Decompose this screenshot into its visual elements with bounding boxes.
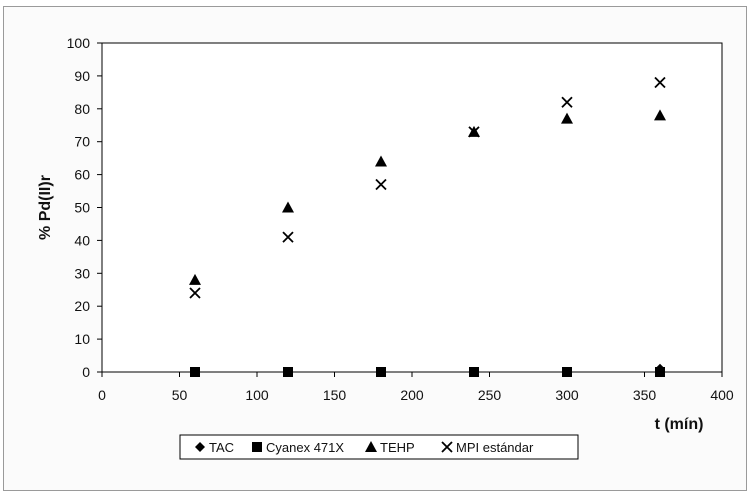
- x-tick-label: 300: [555, 387, 579, 403]
- x-tick-label: 250: [478, 387, 502, 403]
- data-points: [189, 76, 666, 377]
- y-tick-label: 90: [74, 68, 90, 84]
- data-point-triangle: [654, 109, 666, 121]
- x-tick-label: 200: [400, 387, 424, 403]
- data-point-triangle: [561, 112, 573, 124]
- x-tick-label: 400: [710, 387, 734, 403]
- data-point-x: [561, 96, 573, 108]
- legend-label: Cyanex 471X: [266, 440, 344, 455]
- x-axis: 0 50 100 150 200 250 300 350 400: [98, 372, 734, 403]
- data-point-square: [469, 367, 479, 377]
- x-axis-title: t (mín): [655, 416, 704, 433]
- data-point-diamond: [195, 442, 205, 452]
- data-point-square: [252, 442, 262, 452]
- y-tick-label: 100: [67, 35, 91, 51]
- y-tick-label: 50: [74, 200, 90, 216]
- x-tick-label: 350: [633, 387, 657, 403]
- legend-label: TAC: [209, 440, 234, 455]
- x-tick-label: 150: [323, 387, 347, 403]
- data-point-x: [441, 441, 453, 453]
- data-point-x: [375, 178, 387, 191]
- y-tick-label: 40: [74, 232, 90, 248]
- data-point-square: [562, 367, 572, 377]
- data-point-triangle: [365, 441, 377, 452]
- data-point-x: [189, 287, 201, 299]
- y-tick-label: 0: [82, 364, 90, 380]
- legend-label: TEHP: [380, 440, 415, 455]
- data-point-triangle: [282, 201, 294, 213]
- data-point-square: [283, 367, 293, 377]
- data-point-triangle: [189, 273, 201, 285]
- legend-items: TAC Cyanex 471X TEHP MPI estándar: [195, 440, 534, 455]
- y-tick-label: 10: [74, 331, 90, 347]
- y-tick-label: 60: [74, 167, 90, 183]
- data-point-x: [282, 231, 294, 243]
- y-tick-label: 30: [74, 265, 90, 281]
- y-axis-title: % Pd(II)r: [37, 175, 54, 240]
- data-point-x: [654, 76, 666, 89]
- data-point-square: [655, 367, 665, 377]
- y-tick-label: 20: [74, 298, 90, 314]
- legend-label: MPI estándar: [456, 440, 534, 455]
- x-tick-label: 50: [172, 387, 188, 403]
- data-point-x: [468, 126, 480, 138]
- x-tick-label: 0: [98, 387, 106, 403]
- data-point-square: [376, 367, 386, 377]
- data-point-square: [190, 367, 200, 377]
- y-tick-label: 80: [74, 101, 90, 117]
- data-point-triangle: [375, 155, 387, 167]
- legend: [179, 434, 579, 460]
- x-tick-label: 100: [245, 387, 269, 403]
- plot-area: [101, 42, 723, 373]
- y-axis: 0 10 20 30 40 50 60 70 80 90 100: [67, 35, 102, 380]
- y-tick-label: 70: [74, 134, 90, 150]
